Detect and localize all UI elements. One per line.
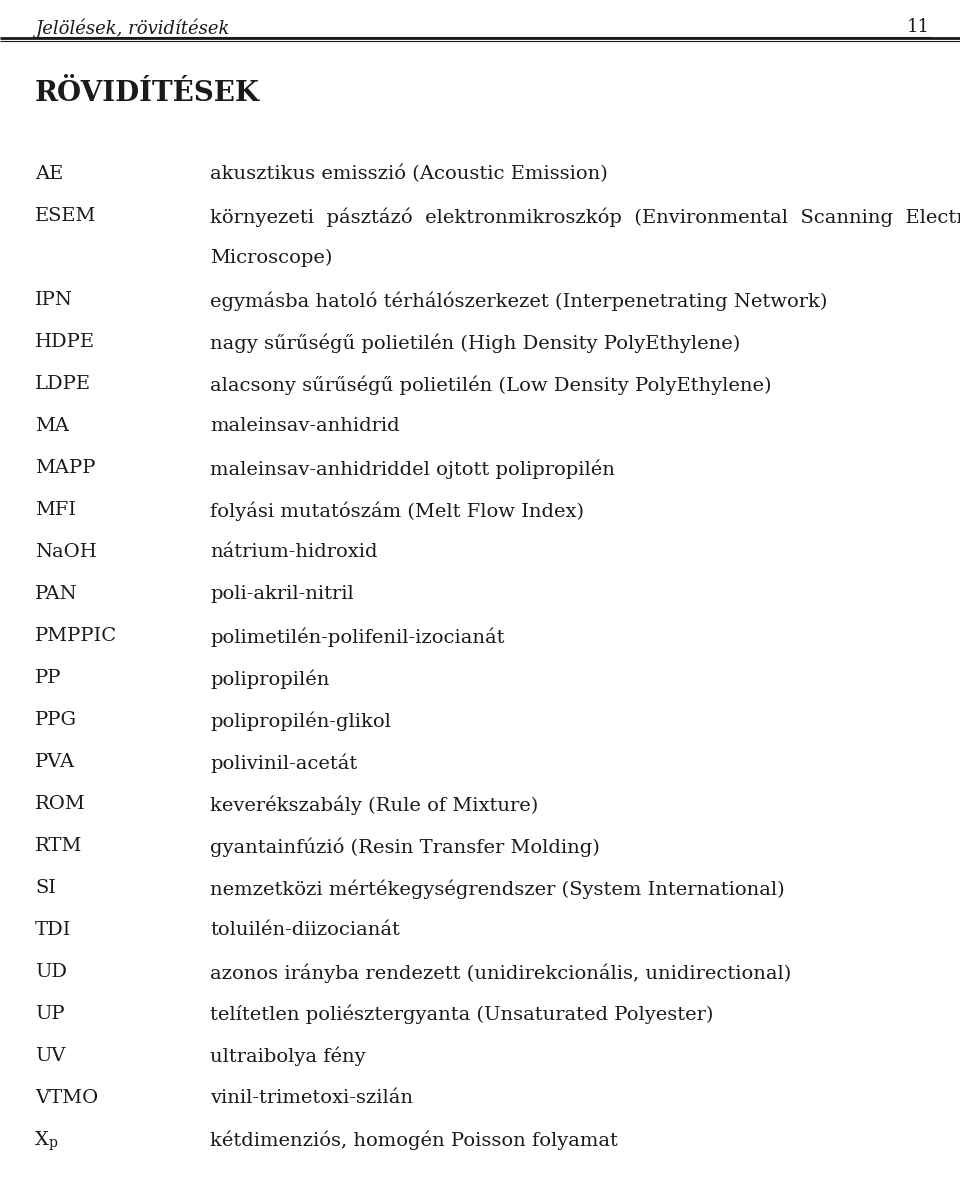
Text: 11: 11 [907, 18, 930, 36]
Text: vinil-trimetoxi-szilán: vinil-trimetoxi-szilán [210, 1089, 413, 1107]
Text: Microscope): Microscope) [210, 249, 332, 268]
Text: UP: UP [35, 1005, 64, 1023]
Text: polipropilén-glikol: polipropilén-glikol [210, 711, 391, 730]
Text: SI: SI [35, 880, 56, 897]
Text: akusztikus emisszió (Acoustic Emission): akusztikus emisszió (Acoustic Emission) [210, 165, 608, 183]
Text: UD: UD [35, 963, 67, 981]
Text: AE: AE [35, 165, 63, 183]
Text: UV: UV [35, 1047, 65, 1065]
Text: folyási mutatószám (Melt Flow Index): folyási mutatószám (Melt Flow Index) [210, 501, 584, 521]
Text: nátrium-hidroxid: nátrium-hidroxid [210, 543, 377, 560]
Text: poli-akril-nitril: poli-akril-nitril [210, 586, 353, 603]
Text: gyantainfúzió (Resin Transfer Molding): gyantainfúzió (Resin Transfer Molding) [210, 836, 600, 857]
Text: keverékszabály (Rule of Mixture): keverékszabály (Rule of Mixture) [210, 795, 539, 815]
Text: MAPP: MAPP [35, 459, 95, 477]
Text: LDPE: LDPE [35, 375, 91, 393]
Text: NaOH: NaOH [35, 543, 97, 560]
Text: PP: PP [35, 669, 61, 687]
Text: telítetlen poliésztergyanta (Unsaturated Polyester): telítetlen poliésztergyanta (Unsaturated… [210, 1005, 713, 1024]
Text: polipropilén: polipropilén [210, 669, 329, 688]
Text: Jelölések, rövidítések: Jelölések, rövidítések [35, 18, 229, 37]
Text: maleinsav-anhidriddel ojtott polipropilén: maleinsav-anhidriddel ojtott polipropilé… [210, 459, 614, 478]
Text: HDPE: HDPE [35, 333, 95, 351]
Text: X: X [35, 1130, 49, 1150]
Text: polivinil-acetát: polivinil-acetát [210, 753, 357, 772]
Text: PAN: PAN [35, 586, 78, 603]
Text: p: p [49, 1136, 58, 1150]
Text: egymásba hatoló térhálószerkezet (Interpenetrating Network): egymásba hatoló térhálószerkezet (Interp… [210, 292, 828, 311]
Text: környezeti  pásztázó  elektronmikroszkóp  (Environmental  Scanning  Electron: környezeti pásztázó elektronmikroszkóp (… [210, 207, 960, 227]
Text: ESEM: ESEM [35, 207, 96, 225]
Text: PVA: PVA [35, 753, 75, 771]
Text: ultraibolya fény: ultraibolya fény [210, 1047, 366, 1066]
Text: kétdimenziós, homogén Poisson folyamat: kétdimenziós, homogén Poisson folyamat [210, 1130, 618, 1151]
Text: TDI: TDI [35, 921, 71, 939]
Text: PMPPIC: PMPPIC [35, 627, 117, 645]
Text: IPN: IPN [35, 292, 73, 310]
Text: RTM: RTM [35, 836, 83, 854]
Text: alacsony sűrűségű polietilén (Low Density PolyEthylene): alacsony sűrűségű polietilén (Low Densit… [210, 375, 772, 394]
Text: toluilén-diizocianát: toluilén-diizocianát [210, 921, 400, 939]
Text: VTMO: VTMO [35, 1089, 98, 1107]
Text: maleinsav-anhidrid: maleinsav-anhidrid [210, 417, 399, 435]
Text: azonos irányba rendezett (unidirekcionális, unidirectional): azonos irányba rendezett (unidirekcionál… [210, 963, 791, 982]
Text: MFI: MFI [35, 501, 76, 519]
Text: RÖVIDÍTÉSEK: RÖVIDÍTÉSEK [35, 80, 260, 108]
Text: PPG: PPG [35, 711, 77, 729]
Text: ROM: ROM [35, 795, 85, 813]
Text: nagy sűrűségű polietilén (High Density PolyEthylene): nagy sűrűségű polietilén (High Density P… [210, 333, 740, 353]
Text: nemzetközi mértékegységrendszer (System International): nemzetközi mértékegységrendszer (System … [210, 880, 784, 899]
Text: MA: MA [35, 417, 69, 435]
Text: polimetilén-polifenil-izocianát: polimetilén-polifenil-izocianát [210, 627, 505, 646]
